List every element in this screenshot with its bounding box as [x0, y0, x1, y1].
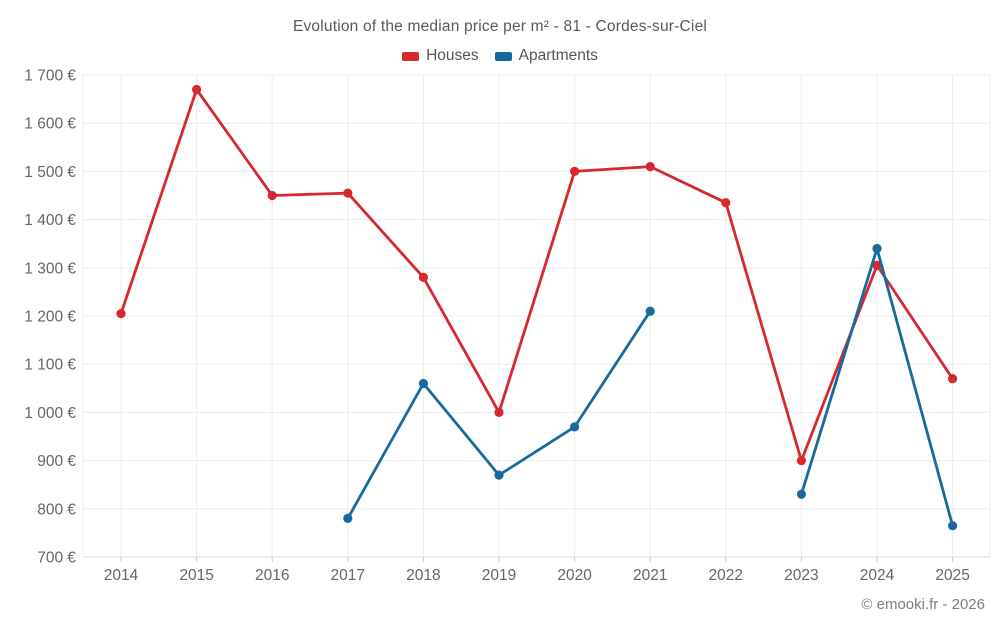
svg-text:2025: 2025 [935, 567, 969, 584]
svg-text:2015: 2015 [179, 567, 213, 584]
chart-legend: Houses Apartments [0, 47, 1000, 65]
svg-text:900 €: 900 € [37, 453, 76, 470]
legend-label-apartments: Apartments [518, 47, 598, 64]
svg-text:1 200 €: 1 200 € [24, 309, 76, 326]
svg-text:2016: 2016 [255, 567, 289, 584]
houses-series-swatch-icon [402, 51, 420, 61]
svg-text:2018: 2018 [406, 567, 440, 584]
svg-text:2021: 2021 [633, 567, 667, 584]
svg-text:2020: 2020 [557, 567, 592, 584]
svg-text:1 400 €: 1 400 € [24, 212, 76, 229]
svg-text:1 500 €: 1 500 € [24, 164, 76, 181]
svg-text:1 300 €: 1 300 € [24, 260, 76, 277]
svg-text:2014: 2014 [104, 567, 139, 584]
svg-text:1 600 €: 1 600 € [24, 116, 76, 133]
svg-text:2024: 2024 [860, 567, 895, 584]
legend-item-houses[interactable]: Houses [402, 47, 479, 65]
svg-text:1 100 €: 1 100 € [24, 357, 76, 374]
svg-text:800 €: 800 € [37, 501, 76, 518]
legend-label-houses: Houses [426, 47, 479, 64]
legend-item-apartments[interactable]: Apartments [494, 47, 598, 65]
svg-text:2023: 2023 [784, 567, 818, 584]
chart-title: Evolution of the median price per m² - 8… [292, 18, 708, 35]
svg-text:2022: 2022 [709, 567, 743, 584]
svg-text:2019: 2019 [482, 567, 516, 584]
svg-text:1 700 €: 1 700 € [24, 68, 76, 85]
apartments-series-swatch-icon [494, 51, 512, 61]
svg-text:700 €: 700 € [37, 550, 76, 567]
svg-text:1 000 €: 1 000 € [24, 405, 76, 422]
watermark: © emooki.fr - 2026 [861, 596, 985, 613]
svg-text:2017: 2017 [331, 567, 365, 584]
